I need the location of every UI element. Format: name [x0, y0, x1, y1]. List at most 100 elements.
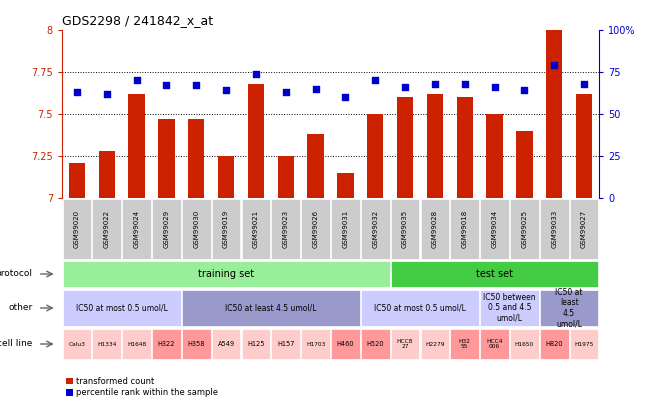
Text: H820: H820: [546, 341, 563, 347]
FancyBboxPatch shape: [480, 290, 539, 326]
Text: H1334: H1334: [97, 341, 117, 347]
Bar: [456, 97, 473, 198]
Text: H1650: H1650: [515, 341, 534, 347]
FancyBboxPatch shape: [62, 329, 91, 359]
Text: IC50 at most 0.5 umol/L: IC50 at most 0.5 umol/L: [76, 303, 167, 313]
Text: GSM99032: GSM99032: [372, 210, 378, 248]
FancyBboxPatch shape: [480, 199, 509, 259]
FancyBboxPatch shape: [301, 199, 330, 259]
FancyBboxPatch shape: [570, 199, 598, 259]
Text: H1975: H1975: [574, 341, 594, 347]
FancyBboxPatch shape: [540, 199, 568, 259]
Text: other: other: [8, 303, 33, 313]
Text: GSM99030: GSM99030: [193, 210, 199, 248]
Point: [549, 62, 559, 68]
Text: GSM99019: GSM99019: [223, 210, 229, 248]
Point: [161, 82, 172, 89]
Point: [400, 84, 410, 90]
FancyBboxPatch shape: [242, 199, 270, 259]
FancyBboxPatch shape: [391, 199, 419, 259]
Text: GSM99033: GSM99033: [551, 210, 557, 248]
FancyBboxPatch shape: [122, 329, 151, 359]
Text: H1703: H1703: [306, 341, 326, 347]
FancyBboxPatch shape: [480, 329, 509, 359]
Text: cell line: cell line: [0, 339, 33, 348]
Legend: transformed count, percentile rank within the sample: transformed count, percentile rank withi…: [66, 377, 218, 397]
Text: IC50 at
least
4.5
umol/L: IC50 at least 4.5 umol/L: [555, 288, 583, 328]
FancyBboxPatch shape: [152, 199, 181, 259]
Text: test set: test set: [476, 269, 513, 279]
Text: H1648: H1648: [127, 341, 146, 347]
Point: [490, 84, 500, 90]
Text: GSM99029: GSM99029: [163, 210, 169, 248]
FancyBboxPatch shape: [331, 199, 360, 259]
FancyBboxPatch shape: [391, 261, 598, 287]
FancyBboxPatch shape: [540, 329, 568, 359]
Bar: [546, 30, 562, 198]
FancyBboxPatch shape: [421, 329, 449, 359]
FancyBboxPatch shape: [212, 199, 240, 259]
Point: [370, 77, 380, 84]
FancyBboxPatch shape: [182, 329, 210, 359]
FancyBboxPatch shape: [62, 199, 91, 259]
Text: GSM99024: GSM99024: [133, 210, 139, 248]
Point: [340, 94, 351, 100]
Bar: [277, 156, 294, 198]
Point: [102, 91, 112, 97]
Bar: [576, 94, 592, 198]
FancyBboxPatch shape: [361, 199, 389, 259]
FancyBboxPatch shape: [510, 199, 539, 259]
Text: H322: H322: [158, 341, 175, 347]
Text: training set: training set: [198, 269, 254, 279]
Text: GSM99020: GSM99020: [74, 210, 80, 248]
Point: [281, 89, 291, 96]
FancyBboxPatch shape: [152, 329, 181, 359]
FancyBboxPatch shape: [212, 329, 240, 359]
Text: IC50 between
0.5 and 4.5
umol/L: IC50 between 0.5 and 4.5 umol/L: [483, 293, 536, 323]
Text: GSM99031: GSM99031: [342, 210, 348, 248]
Text: GSM99026: GSM99026: [312, 210, 318, 248]
Text: GSM99021: GSM99021: [253, 210, 259, 248]
Point: [311, 85, 321, 92]
Text: protocol: protocol: [0, 269, 33, 279]
FancyBboxPatch shape: [271, 329, 300, 359]
FancyBboxPatch shape: [271, 199, 300, 259]
FancyBboxPatch shape: [331, 329, 360, 359]
Bar: [98, 151, 115, 198]
Bar: [367, 114, 383, 198]
Text: GSM99022: GSM99022: [104, 210, 110, 248]
Text: GSM99035: GSM99035: [402, 210, 408, 248]
FancyBboxPatch shape: [182, 199, 210, 259]
FancyBboxPatch shape: [450, 329, 479, 359]
Bar: [218, 156, 234, 198]
Bar: [337, 173, 353, 198]
FancyBboxPatch shape: [421, 199, 449, 259]
Text: HCC4
006: HCC4 006: [486, 339, 503, 350]
FancyBboxPatch shape: [361, 329, 389, 359]
Bar: [69, 163, 85, 198]
Text: IC50 at most 0.5 umol/L: IC50 at most 0.5 umol/L: [374, 303, 466, 313]
FancyBboxPatch shape: [510, 329, 539, 359]
Text: GSM99023: GSM99023: [283, 210, 289, 248]
Text: GDS2298 / 241842_x_at: GDS2298 / 241842_x_at: [62, 15, 213, 28]
Text: H520: H520: [367, 341, 384, 347]
Text: H2279: H2279: [425, 341, 445, 347]
Text: IC50 at least 4.5 umol/L: IC50 at least 4.5 umol/L: [225, 303, 316, 313]
Bar: [486, 114, 503, 198]
Point: [430, 81, 440, 87]
Point: [519, 87, 530, 94]
Text: H460: H460: [337, 341, 354, 347]
FancyBboxPatch shape: [301, 329, 330, 359]
Text: Calu3: Calu3: [68, 341, 85, 347]
Text: GSM99034: GSM99034: [492, 210, 497, 248]
Point: [72, 89, 82, 96]
Point: [579, 81, 589, 87]
Text: GSM99018: GSM99018: [462, 210, 468, 248]
Text: H32
55: H32 55: [459, 339, 471, 350]
FancyBboxPatch shape: [242, 329, 270, 359]
Bar: [188, 119, 204, 198]
Bar: [248, 84, 264, 198]
FancyBboxPatch shape: [540, 290, 598, 326]
FancyBboxPatch shape: [570, 329, 598, 359]
Bar: [307, 134, 324, 198]
